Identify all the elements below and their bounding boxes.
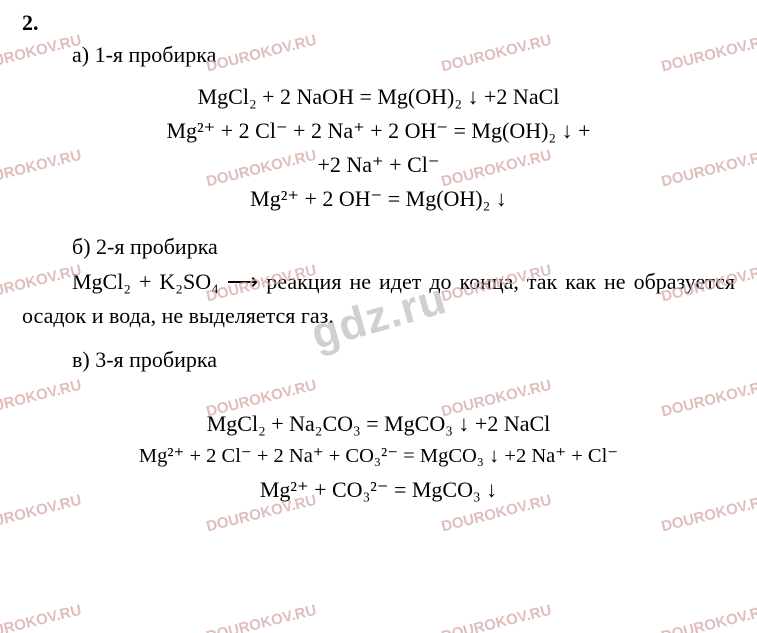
part-c-label: в) 3-я пробирка <box>22 343 735 377</box>
part-a-eq2-line1: Mg²⁺ + 2 Cl⁻ + 2 Na⁺ + 2 OH⁻ = Mg(OH)₂ ↓… <box>22 114 735 148</box>
part-b-text: MgCl₂ + K₂SO₄ ⟶ реакция не идет до конца… <box>22 265 735 333</box>
part-c-eq2: Mg²⁺ + 2 Cl⁻ + 2 Na⁺ + CO₃²⁻ = MgCO₃ ↓ +… <box>22 441 735 473</box>
small-watermark: DOUROKOV.RU <box>440 602 554 633</box>
part-a-equations: MgCl₂ + 2 NaOH = Mg(OH)₂ ↓ +2 NaCl Mg²⁺ … <box>22 80 735 216</box>
part-b-label: б) 2-я пробирка <box>22 230 735 264</box>
spacer <box>22 333 735 343</box>
page: gdz.ru DOUROKOV.RUDOUROKOV.RUDOUROKOV.RU… <box>0 0 757 633</box>
part-a-eq3: Mg²⁺ + 2 OH⁻ = Mg(OH)₂ ↓ <box>22 182 735 216</box>
part-a-label: а) 1-я пробирка <box>22 38 735 72</box>
part-c-eq3: Mg²⁺ + CO₃²⁻ = MgCO₃ ↓ <box>22 473 735 507</box>
part-c-equations: MgCl₂ + Na₂CO₃ = MgCO₃ ↓ +2 NaCl Mg²⁺ + … <box>22 407 735 507</box>
exercise-number: 2. <box>22 10 735 36</box>
part-c-eq1: MgCl₂ + Na₂CO₃ = MgCO₃ ↓ +2 NaCl <box>22 407 735 441</box>
small-watermark: DOUROKOV.RU <box>205 602 319 633</box>
part-a-eq2-line2: +2 Na⁺ + Cl⁻ <box>22 148 735 182</box>
part-a-eq1: MgCl₂ + 2 NaOH = Mg(OH)₂ ↓ +2 NaCl <box>22 80 735 114</box>
small-watermark: DOUROKOV.RU <box>0 602 83 633</box>
small-watermark: DOUROKOV.RU <box>660 602 757 633</box>
